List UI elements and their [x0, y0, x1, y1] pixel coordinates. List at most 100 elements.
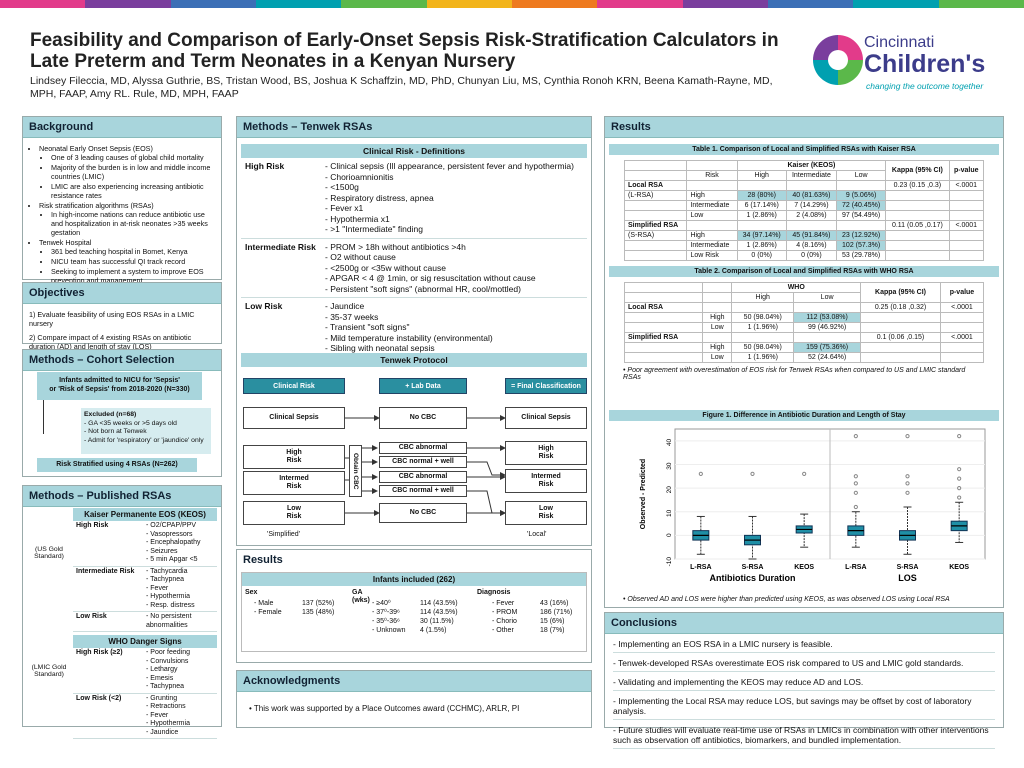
logo-line2: Children's — [864, 50, 986, 78]
pub-item: Seizures — [146, 548, 214, 557]
t2-blank — [702, 292, 733, 303]
flow-final-clinical-sepsis: Clinical Sepsis — [505, 407, 587, 429]
definition-item: 35-37 weeks — [325, 312, 583, 323]
t2-blank — [623, 352, 704, 363]
pub-items: O2/CPAP/PPVVasopressorsEncephalopathySei… — [146, 522, 214, 565]
t1-data-row: (S-RSA) High 34 (97.14%) 45 (91.84%) 23 (12.… — [623, 230, 985, 241]
definition-label: Low Risk — [241, 297, 321, 358]
t1-blank — [736, 220, 787, 231]
outlier-point — [853, 433, 858, 439]
stripe-segment — [938, 0, 1024, 8]
flow-no-cbc-2: No CBC — [379, 503, 467, 523]
t2-kappa-header: Kappa (95% CI) — [860, 282, 941, 303]
background-item: Tenwek Hospital361 bed teaching hospital… — [39, 238, 215, 285]
t1-cell: 45 (91.84%) — [785, 230, 837, 241]
t2-blank — [939, 342, 985, 353]
conclusions-heading: Conclusions — [605, 613, 1003, 634]
t1-blank — [785, 180, 837, 191]
x-tick-label: KEOS — [949, 564, 969, 571]
pub-row: Low Risk No persistent abnormalities — [73, 612, 217, 632]
definition-item: <1500g — [325, 182, 583, 193]
definition-item: <2500g or <35w without cause — [325, 263, 583, 274]
demographic-label: - Other — [492, 627, 514, 634]
t1-cell: 0 (0%) — [785, 250, 837, 261]
background-sublist: 361 bed teaching hospital in Bomet, Keny… — [39, 247, 215, 285]
t1-blank — [686, 180, 738, 191]
t1-blank — [948, 200, 985, 211]
demographic-row: - Chorio 15 (6%) — [492, 617, 572, 626]
excluded-item: - GA <35 weeks or >5 days old — [84, 419, 177, 427]
outlier-point — [957, 467, 962, 472]
pub-row: High Risk (≥2) Poor feedingConvulsionsLet… — [73, 648, 217, 693]
demographic-row: - ≥40⁰ 114 (43.5%) — [372, 599, 458, 608]
flow-cbc-normal-1: CBC normal + well — [379, 456, 467, 468]
pub-row: Low Risk (<2) GruntingRetractionsFeverHyp… — [73, 693, 217, 739]
demographic-row: - Male 137 (52%) — [254, 599, 334, 608]
pub-item: Emesis — [146, 675, 214, 684]
pub-items: TachycardiaTachypneaFeverHypothermiaResp… — [146, 568, 214, 611]
conclusion-item: - Future studies will evaluate real-time… — [613, 725, 995, 749]
t1-blank — [885, 240, 950, 251]
t2-blank — [939, 352, 985, 363]
stripe-segment — [426, 0, 512, 8]
results-panel: Results Table 1. Comparison of Local and… — [604, 116, 1004, 608]
pub-row-label: Intermediate Risk — [76, 567, 135, 575]
ack-text-content: This work was supported by a Place Outco… — [253, 704, 520, 713]
box-plot: Observed - Predicted -10 0 10 20 30 40 L-RSA S-R… — [640, 428, 986, 583]
demographic-label: - Female — [254, 609, 282, 616]
pub-row-items: No persistent abnormalities — [143, 612, 217, 632]
pub-row-items: Poor feedingConvulsionsLethargyEmesisTac… — [143, 648, 217, 693]
demographic-row: - PROM 186 (71%) — [492, 608, 572, 617]
t2-blank — [702, 332, 733, 343]
group-label: LOS — [898, 573, 917, 583]
demographic-value: 4 (1.5%) — [420, 627, 447, 634]
t1-blank — [835, 180, 887, 191]
t2-blank — [623, 342, 704, 353]
pub-row-label: Low Risk (<2) — [76, 694, 122, 702]
demographic-row: - Fever 43 (16%) — [492, 599, 572, 608]
demographic-value: 114 (43.5%) — [420, 600, 458, 607]
background-item: Risk stratification algorithms (RSAs)In … — [39, 201, 215, 237]
table1: Kaiser (KEOS) Kappa (95% CI) p-value Risk Hi… — [623, 160, 985, 261]
t2-header-row: WHO Kappa (95% CI) p-value — [623, 282, 985, 303]
demographic-label: - 35⁰-36⁶ — [372, 618, 400, 625]
demographic-value: 137 (52%) — [302, 600, 335, 607]
objectives-panel: Objectives 1) Evaluate feasibility of us… — [22, 282, 222, 351]
t1-p: <.0001 — [948, 220, 985, 231]
y-tick-label: 40 — [666, 438, 673, 446]
keos-title: Kaiser Permanente EOS (KEOS) — [73, 508, 217, 521]
definitions-block: Clinical Risk - Definitions High Risk Cli… — [241, 144, 587, 358]
t1-cell: 53 (29.78%) — [835, 250, 887, 261]
who-table: High Risk (≥2) Poor feedingConvulsionsLet… — [73, 648, 217, 739]
figure1-title: Figure 1. Difference in Antibiotic Durat… — [609, 410, 999, 421]
group-label: Antibiotics Duration — [710, 573, 796, 583]
results-demographics-heading: Results — [237, 550, 591, 570]
background-item: Neonatal Early Onset Sepsis (EOS)One of … — [39, 144, 215, 200]
table2-block: Table 2. Comparison of Local and Simplif… — [609, 266, 999, 381]
t2-blank — [939, 312, 985, 323]
outlier-point — [905, 490, 910, 495]
demographic-value: 30 (11.5%) — [420, 618, 454, 625]
table2-title: Table 2. Comparison of Local and Simplif… — [609, 266, 999, 277]
tenwek-heading: Methods – Tenwek RSAs — [237, 117, 591, 138]
pub-item: Resp. distress — [146, 602, 214, 611]
t2-blank — [793, 332, 862, 343]
definition-list: PROM > 18h without antibiotics >4hO2 wit… — [325, 242, 583, 295]
y-tick-label: -10 — [666, 557, 673, 567]
t2-data-row: Low 1 (1.96%) 52 (24.64%) — [623, 352, 985, 363]
pub-row-items: GruntingRetractionsFeverHypothermiaJaund… — [143, 693, 217, 739]
figure1-note: • Observed AD and LOS were higher than p… — [623, 596, 950, 603]
t2-blank — [623, 282, 704, 293]
pub-item: Hypothermia — [146, 593, 214, 602]
published-panel: Methods – Published RSAs (US Gold Standa… — [22, 485, 222, 739]
stripe-segment — [597, 0, 683, 8]
stripe-segment — [255, 0, 342, 8]
t1-p-header: p-value — [948, 160, 985, 181]
demographic-value: 43 (16%) — [540, 600, 569, 607]
outlier-point — [853, 504, 858, 510]
t2-data-row: Low 1 (1.96%) 99 (46.92%) — [623, 322, 985, 333]
flow-cbc-normal-2: CBC normal + well — [379, 485, 467, 497]
x-tick-label: S-RSA — [897, 564, 919, 571]
t1-rsa-sub: (S-RSA) — [623, 230, 688, 241]
demographic-row: - Female 135 (48%) — [254, 608, 334, 617]
